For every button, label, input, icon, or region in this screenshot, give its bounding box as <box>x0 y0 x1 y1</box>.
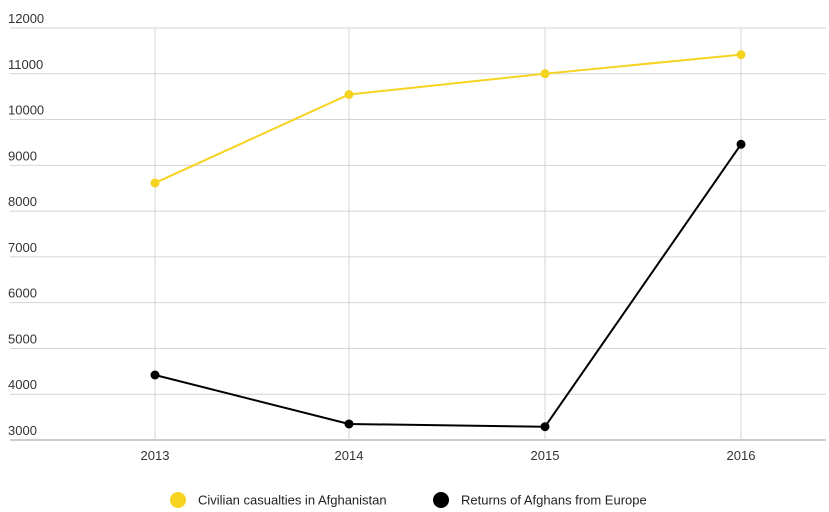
y-axis-ticks: 3000 4000 5000 6000 7000 8000 9000 10000 11000 12… <box>8 11 44 438</box>
y-tick-label: 10000 <box>8 103 44 118</box>
y-tick-label: 11000 <box>8 57 43 72</box>
data-point-series-1 <box>736 50 746 60</box>
data-point-series-2 <box>344 419 354 429</box>
y-tick-label: 8000 <box>8 194 37 209</box>
y-tick-label: 12000 <box>8 11 44 26</box>
legend-label: Returns of Afghans from Europe <box>461 493 647 508</box>
x-tick-label: 2015 <box>531 448 560 463</box>
y-tick-label: 6000 <box>8 286 37 301</box>
legend-swatch <box>433 492 449 508</box>
grid <box>10 27 826 441</box>
series <box>150 50 746 432</box>
y-tick-label: 3000 <box>8 423 37 438</box>
data-point-series-2 <box>540 422 550 432</box>
y-tick-label: 7000 <box>8 240 37 255</box>
data-point-series-1 <box>150 178 160 188</box>
y-tick-label: 4000 <box>8 377 37 392</box>
legend-swatch <box>170 492 186 508</box>
x-tick-label: 2016 <box>727 448 756 463</box>
legend: Civilian casualties in Afghanistan Return… <box>170 492 647 508</box>
data-point-series-1 <box>344 89 354 99</box>
legend-label: Civilian casualties in Afghanistan <box>198 493 387 508</box>
data-point-series-1 <box>540 69 550 79</box>
x-tick-label: 2014 <box>335 448 364 463</box>
data-point-series-2 <box>736 139 746 149</box>
x-axis-ticks: 2013 2014 2015 2016 <box>141 448 756 463</box>
y-tick-label: 5000 <box>8 331 37 346</box>
series-line-1 <box>154 53 742 184</box>
series-line-2 <box>154 143 742 428</box>
data-point-series-2 <box>150 370 160 380</box>
x-tick-label: 2013 <box>141 448 170 463</box>
y-tick-label: 9000 <box>8 148 37 163</box>
